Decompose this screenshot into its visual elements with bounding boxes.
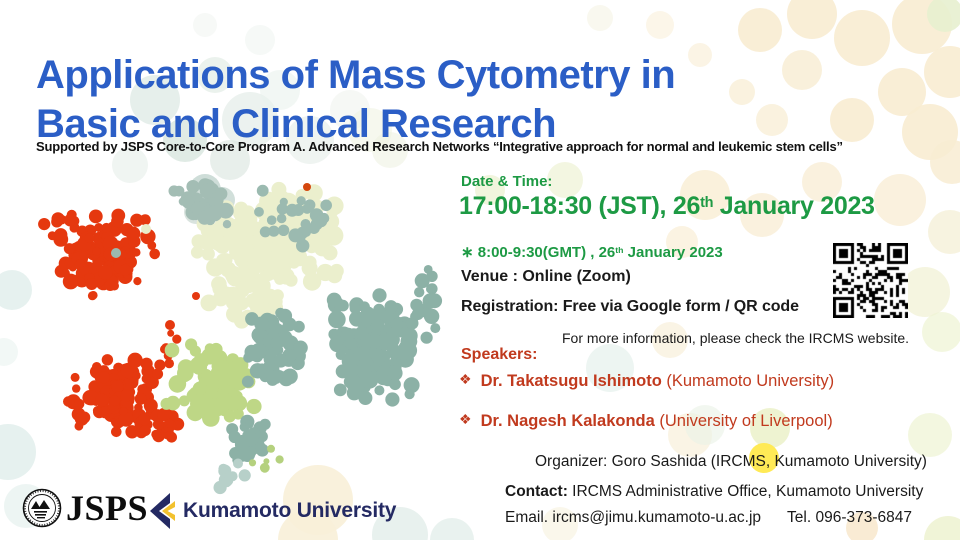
time-gmt-text: ∗ 8:00-9:30(GMT) , 26 xyxy=(461,244,616,261)
date-time-label: Date & Time: xyxy=(461,173,553,190)
title-line-1: Applications of Mass Cytometry in xyxy=(36,52,676,97)
time-jst-text: 17:00-18:30 (JST), 26 xyxy=(459,192,701,220)
jsps-seal-icon xyxy=(22,488,62,528)
time-gmt-line: ∗ 8:00-9:30(GMT) , 26th January 2023 xyxy=(461,243,723,261)
kumamoto-logo-text: Kumamoto University xyxy=(183,499,397,522)
speaker-item-1: ❖ Dr. Takatsugu Ishimoto (Kumamoto Univer… xyxy=(459,371,835,391)
speaker-name: Dr. Takatsugu Ishimoto xyxy=(480,372,662,390)
organizer-line: Organizer: Goro Sashida (IRCMS, Kumamoto… xyxy=(535,453,927,470)
venue-line: Venue : Online (Zoom) xyxy=(461,268,631,285)
email-tel-line: Email. ircms@jimu.kumamoto-u.ac.jp Tel. 0… xyxy=(505,509,912,527)
diamond-bullet-icon: ❖ xyxy=(459,371,472,387)
time-jst-ordinal: th xyxy=(700,194,714,211)
speaker-affiliation: (University of Liverpool) xyxy=(654,412,833,430)
qr-code xyxy=(833,243,908,318)
contact-label: Contact: xyxy=(505,483,568,500)
jsps-logo: JSPS xyxy=(22,487,148,529)
jsps-logo-text: JSPS xyxy=(66,488,149,528)
more-info-line: For more information, please check the I… xyxy=(562,330,910,346)
contact-line: Contact: IRCMS Administrative Office, Ku… xyxy=(505,483,923,501)
time-jst-date: January 2023 xyxy=(713,192,875,220)
speaker-item-2: ❖ Dr. Nagesh Kalakonda (University of Liv… xyxy=(459,411,833,431)
tel-text: Tel. 096-373-6847 xyxy=(787,509,913,526)
speaker-name: Dr. Nagesh Kalakonda xyxy=(480,412,655,430)
time-gmt-date: January 2023 xyxy=(623,244,723,261)
time-jst-line: 17:00-18:30 (JST), 26th January 2023 xyxy=(459,192,875,221)
kumamoto-chevron-icon xyxy=(150,493,175,529)
poster-title: Applications of Mass Cytometry in Basic … xyxy=(36,51,676,149)
time-gmt-ordinal: th xyxy=(615,244,624,255)
registration-line: Registration: Free via Google form / QR … xyxy=(461,298,799,315)
email-text: Email. ircms@jimu.kumamoto-u.ac.jp xyxy=(505,509,762,526)
kumamoto-university-logo: Kumamoto University xyxy=(148,492,396,530)
speakers-label: Speakers: xyxy=(461,346,538,363)
contact-text: IRCMS Administrative Office, Kumamoto Un… xyxy=(567,483,924,500)
poster-subtitle: Supported by JSPS Core-to-Core Program A… xyxy=(36,139,843,154)
speaker-affiliation: (Kumamoto University) xyxy=(661,372,835,390)
title-line-2: Basic and Clinical Research xyxy=(36,101,557,146)
diamond-bullet-icon: ❖ xyxy=(459,411,472,427)
